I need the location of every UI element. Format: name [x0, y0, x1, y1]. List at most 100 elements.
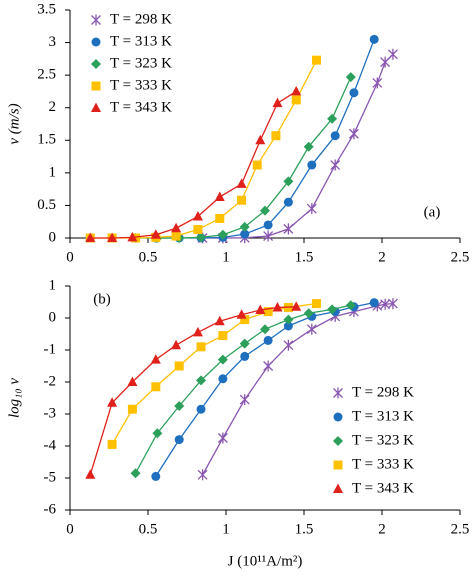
marker	[215, 213, 225, 223]
marker	[349, 88, 359, 98]
y-tick-label: -2	[44, 373, 57, 389]
legend-marker	[91, 37, 101, 47]
marker	[387, 298, 398, 310]
marker	[239, 221, 250, 232]
marker	[217, 354, 228, 365]
marker	[330, 131, 340, 141]
marker	[263, 307, 273, 317]
x-tick-label: 0.5	[139, 521, 158, 537]
legend-marker	[333, 387, 343, 399]
legend-label: T = 333 K	[110, 77, 172, 93]
marker	[283, 321, 293, 331]
marker	[214, 315, 225, 326]
marker	[345, 300, 356, 311]
marker	[345, 72, 356, 83]
marker	[283, 339, 294, 351]
marker	[107, 439, 117, 449]
x-tick-label: 2.5	[451, 249, 470, 265]
x-tick-label: 2	[378, 249, 386, 265]
marker	[303, 308, 314, 319]
marker	[327, 113, 338, 124]
legend-marker	[91, 14, 101, 26]
marker	[174, 435, 184, 445]
y-tick-label: -4	[44, 437, 57, 453]
marker	[196, 375, 207, 386]
marker	[150, 229, 161, 239]
legend-marker	[91, 102, 101, 112]
marker	[272, 97, 283, 108]
legend-label: T = 343 K	[352, 480, 414, 496]
legend-label: T = 313 K	[352, 408, 414, 424]
marker	[369, 298, 379, 308]
marker	[260, 205, 270, 216]
y-tick-label: -3	[44, 405, 57, 421]
marker	[171, 222, 182, 233]
y-tick-label: 0	[49, 229, 57, 245]
x-tick-label: 0.5	[139, 249, 158, 265]
legend-marker	[333, 436, 343, 446]
marker	[240, 315, 250, 325]
series-line	[202, 53, 394, 239]
marker	[85, 469, 96, 479]
y-tick-label: 1	[49, 164, 57, 180]
y-tick-label: 0.5	[37, 197, 56, 213]
y-tick-label: 2.5	[37, 67, 56, 83]
marker	[214, 191, 225, 201]
marker	[255, 134, 266, 145]
marker	[237, 195, 247, 205]
marker	[152, 428, 163, 439]
marker	[174, 401, 185, 411]
y-tick-label: 3.5	[37, 1, 56, 17]
marker	[236, 309, 247, 319]
y-axis-title: log₁₀ v	[6, 378, 22, 418]
marker	[311, 299, 321, 309]
marker	[327, 304, 338, 315]
legend-marker	[333, 483, 343, 493]
x-tick-label: 2.5	[451, 521, 470, 537]
y-tick-label: 2	[49, 99, 57, 115]
y-tick-label: -1	[44, 341, 57, 357]
marker	[192, 326, 203, 337]
marker	[127, 231, 138, 242]
marker	[303, 141, 314, 152]
marker	[196, 404, 206, 414]
annotation: (a)	[424, 204, 441, 220]
marker	[369, 34, 379, 44]
marker	[255, 304, 266, 314]
legend-label: T = 333 K	[352, 456, 414, 472]
marker	[260, 324, 270, 335]
y-tick-label: 0	[49, 309, 57, 325]
marker	[218, 374, 228, 384]
marker	[150, 354, 161, 364]
marker	[240, 351, 250, 361]
series-line	[134, 304, 351, 474]
x-tick-label: 2	[378, 521, 386, 537]
marker	[380, 298, 391, 310]
marker	[306, 203, 317, 215]
marker	[291, 85, 302, 96]
marker	[283, 314, 294, 325]
marker	[263, 220, 273, 230]
marker	[283, 176, 294, 187]
marker	[193, 225, 203, 235]
marker	[307, 160, 317, 170]
marker	[217, 432, 228, 444]
y-tick-label: 1	[49, 277, 57, 293]
legend-marker	[91, 81, 101, 91]
marker	[197, 469, 208, 481]
marker	[218, 331, 228, 341]
legend-marker	[91, 59, 101, 69]
x-tick-label: 1.5	[295, 521, 314, 537]
marker	[196, 342, 206, 352]
marker	[263, 360, 274, 372]
marker	[196, 232, 207, 243]
legend-marker	[333, 412, 343, 422]
marker	[348, 128, 359, 140]
legend-label: T = 343 K	[110, 99, 172, 115]
marker	[291, 95, 301, 105]
marker	[239, 394, 250, 406]
marker	[387, 48, 398, 60]
annotation: (b)	[93, 291, 111, 307]
marker	[217, 229, 228, 240]
legend-marker	[333, 460, 343, 470]
